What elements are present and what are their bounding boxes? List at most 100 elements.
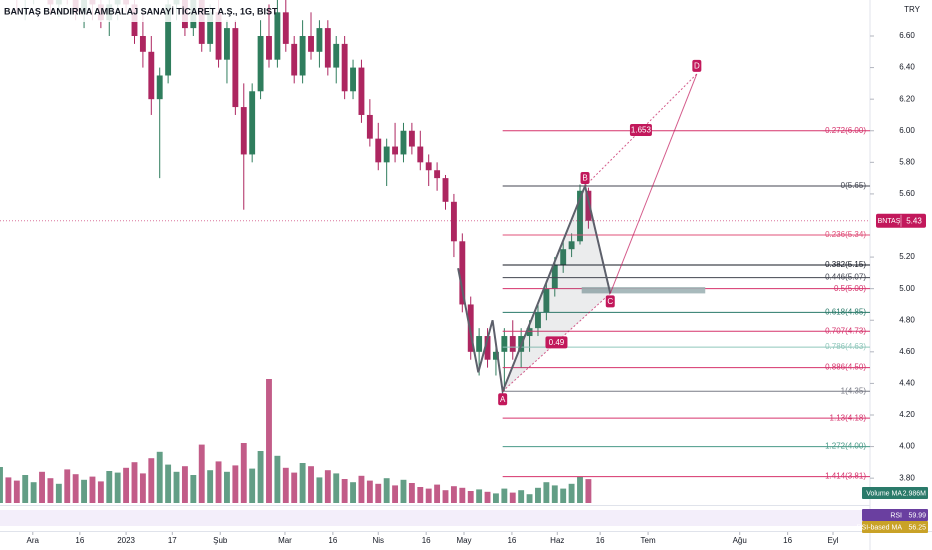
volume-bar: [333, 473, 340, 503]
fib-label: 1.272(4.00): [825, 442, 866, 451]
indicator-badge: [862, 509, 928, 521]
candle-body: [509, 336, 516, 352]
candle-body: [484, 336, 491, 360]
candle-body: [215, 12, 222, 60]
indicator-badge: [862, 521, 928, 533]
x-tick-label: 16: [75, 536, 84, 545]
volume-bar: [493, 493, 499, 503]
volume-bar: [123, 467, 130, 503]
candle-body: [434, 170, 441, 179]
candle-body: [535, 312, 541, 329]
volume-bar: [585, 479, 592, 503]
indicator-value: 2.986M: [903, 490, 927, 497]
fib-label: 0(5.65): [841, 181, 867, 190]
volume-bar: [97, 481, 104, 503]
volume-bar: [198, 444, 205, 503]
volume-bar: [47, 478, 54, 503]
volume-bar: [0, 467, 3, 503]
title-backdrop: [0, 0, 250, 22]
indicator-value: 59.99: [908, 512, 926, 519]
volume-bar: [181, 466, 188, 503]
volume-bar: [501, 488, 508, 503]
x-tick-label: Şub: [213, 536, 228, 545]
candle-body: [450, 201, 457, 242]
candle-body: [156, 75, 163, 100]
candle-body: [224, 28, 230, 60]
candle-body: [417, 146, 424, 163]
candle-body: [308, 36, 314, 52]
candle-body: [400, 130, 407, 155]
point-badge: [605, 295, 615, 308]
volume-bar: [249, 468, 256, 503]
fib-label: 0.382(5.15): [825, 260, 866, 269]
volume-bar: [425, 488, 432, 503]
y-tick-label: 6.40: [899, 63, 915, 72]
symbol-label: BNTAŞ: [878, 218, 901, 225]
y-tick-label: 4.40: [899, 379, 915, 388]
indicator-name: RSI: [890, 512, 902, 519]
y-tick-label: 5.80: [899, 157, 915, 166]
x-tick-label: May: [456, 536, 471, 545]
candle-body: [165, 4, 172, 76]
y-tick-label: 4.00: [899, 442, 915, 451]
indicator-value: 56.25: [908, 524, 926, 531]
ratio-badge: [629, 123, 652, 136]
x-tick-label: 16: [596, 536, 605, 545]
volume-bar: [266, 379, 272, 503]
candle-body: [333, 43, 340, 68]
candle-body: [282, 12, 289, 44]
point-label: D: [694, 62, 700, 71]
candle-body: [207, 12, 214, 44]
volume-bar: [358, 475, 365, 503]
fib-label: 0.618(4.85): [825, 307, 866, 316]
volume-bar: [450, 486, 457, 503]
candle-body: [408, 130, 415, 147]
volume-bar: [64, 469, 71, 503]
volume-bar: [282, 467, 289, 503]
volume-bar: [81, 479, 87, 503]
candle-body: [392, 146, 399, 155]
fib-label: 0.786(4.63): [825, 342, 866, 351]
volume-bar: [131, 462, 138, 503]
volume-bar: [240, 443, 247, 503]
volume-bar: [156, 451, 163, 503]
fib-label: 1.414(3.81): [825, 472, 866, 481]
candle-body: [350, 67, 356, 92]
candle-body: [341, 43, 348, 92]
volume-bar: [383, 478, 390, 503]
y-tick-label: 4.60: [899, 347, 915, 356]
volume-bar: [560, 488, 567, 503]
x-tick-label: Tem: [641, 536, 656, 545]
volume-bar: [5, 477, 12, 503]
candle-body: [476, 336, 483, 352]
volume-bar: [577, 476, 583, 503]
indicator-badge: [862, 487, 928, 499]
volume-bar: [274, 455, 281, 503]
candle-body: [493, 351, 499, 360]
volume-bar: [518, 490, 525, 503]
volume-bar: [375, 483, 382, 503]
volume-bar: [173, 471, 180, 503]
candle-body: [577, 190, 583, 242]
y-tick-label: 4.80: [899, 315, 915, 324]
candle-body: [459, 241, 466, 305]
volume-bar: [291, 472, 298, 503]
volume-bar: [299, 463, 306, 503]
pattern-leg: [457, 182, 612, 396]
volume-bar: [434, 484, 441, 503]
candle-body: [375, 138, 382, 163]
volume-bar: [106, 471, 113, 503]
volume-bar: [551, 485, 558, 503]
point-label: C: [607, 297, 613, 306]
y-tick-label: 5.60: [899, 189, 915, 198]
x-tick-label: Haz: [550, 536, 564, 545]
indicator-name: Volume MA: [866, 490, 902, 497]
y-tick-label: 4.20: [899, 410, 915, 419]
volume-bar: [417, 487, 424, 503]
volume-bar: [215, 461, 222, 503]
candle-body: [139, 36, 146, 52]
candle-body: [274, 12, 281, 60]
